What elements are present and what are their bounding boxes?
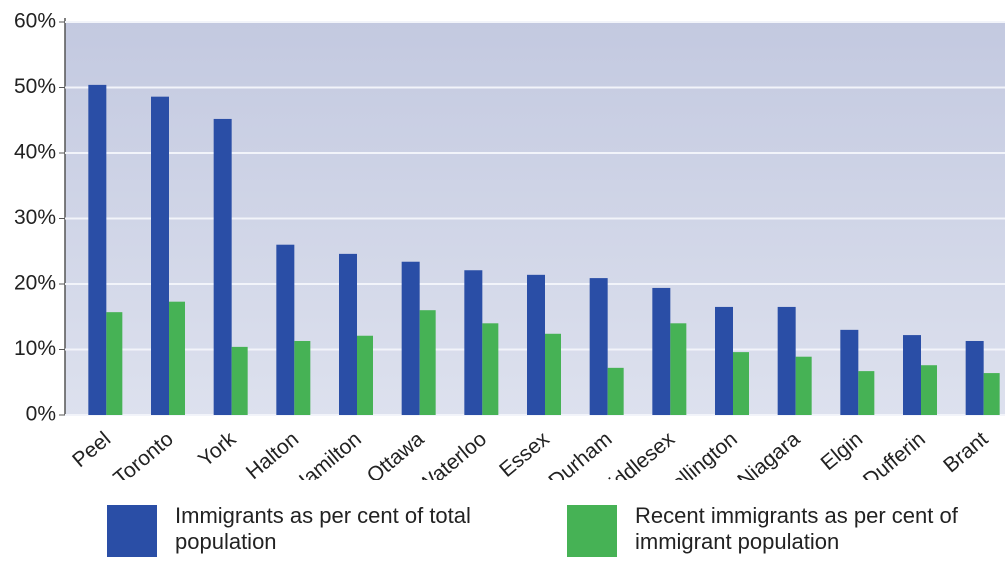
x-tick-label: Dufferin — [859, 427, 930, 480]
bar — [464, 270, 483, 415]
y-tick-label: 20% — [14, 272, 56, 295]
x-tick-label: Elgin — [817, 427, 868, 475]
bar — [419, 310, 436, 415]
bar — [276, 244, 295, 415]
bar — [670, 323, 687, 415]
bar — [983, 373, 1000, 415]
y-tick-label: 60% — [14, 10, 56, 33]
x-tick-label: Peel — [68, 427, 115, 472]
legend-swatch — [107, 505, 157, 557]
bar — [169, 301, 185, 415]
x-tick-label: Ottawa — [363, 427, 429, 480]
bar — [652, 287, 671, 415]
bar — [213, 118, 232, 415]
x-tick-label: Essex — [495, 427, 554, 480]
legend-swatch — [567, 505, 617, 557]
x-tick-label: Durham — [544, 427, 616, 480]
bar — [294, 340, 311, 415]
bar — [339, 253, 357, 415]
bar — [151, 96, 169, 416]
x-tick-label: Hamilton — [288, 427, 366, 480]
legend-label: Recent immigrants as per cent of immigra… — [635, 503, 958, 554]
bar — [401, 261, 420, 415]
bar — [607, 367, 624, 415]
legend-label: Immigrants as per cent of total populati… — [175, 503, 471, 554]
y-tick-label: 30% — [14, 206, 56, 229]
bar — [733, 352, 749, 415]
bar — [527, 274, 545, 415]
bar — [921, 365, 937, 415]
legend-item: Recent immigrants as per cent of immigra… — [567, 503, 1005, 557]
legend-item: Immigrants as per cent of total populati… — [107, 503, 515, 557]
bar — [715, 306, 733, 415]
bar — [545, 333, 561, 415]
bar — [777, 306, 796, 415]
x-tick-label: Waterloo — [413, 427, 492, 480]
bar — [482, 323, 499, 415]
bar — [795, 356, 812, 415]
bar — [231, 346, 248, 415]
bar — [965, 340, 984, 415]
bar — [858, 371, 875, 415]
x-tick-label: Toronto — [109, 427, 177, 480]
y-tick-label: 50% — [14, 75, 56, 98]
bar — [840, 329, 859, 415]
bar — [88, 84, 107, 415]
bar — [589, 278, 608, 415]
bar — [106, 312, 123, 415]
x-tick-label: York — [194, 427, 241, 471]
x-tick-label: Niagara — [733, 427, 804, 480]
y-tick-label: 10% — [14, 337, 56, 360]
bar — [357, 335, 373, 415]
x-tick-label: Brant — [939, 427, 992, 477]
bar — [903, 335, 921, 415]
y-tick-label: 0% — [26, 403, 56, 426]
y-tick-label: 40% — [14, 141, 56, 164]
x-tick-label: Halton — [242, 427, 303, 480]
